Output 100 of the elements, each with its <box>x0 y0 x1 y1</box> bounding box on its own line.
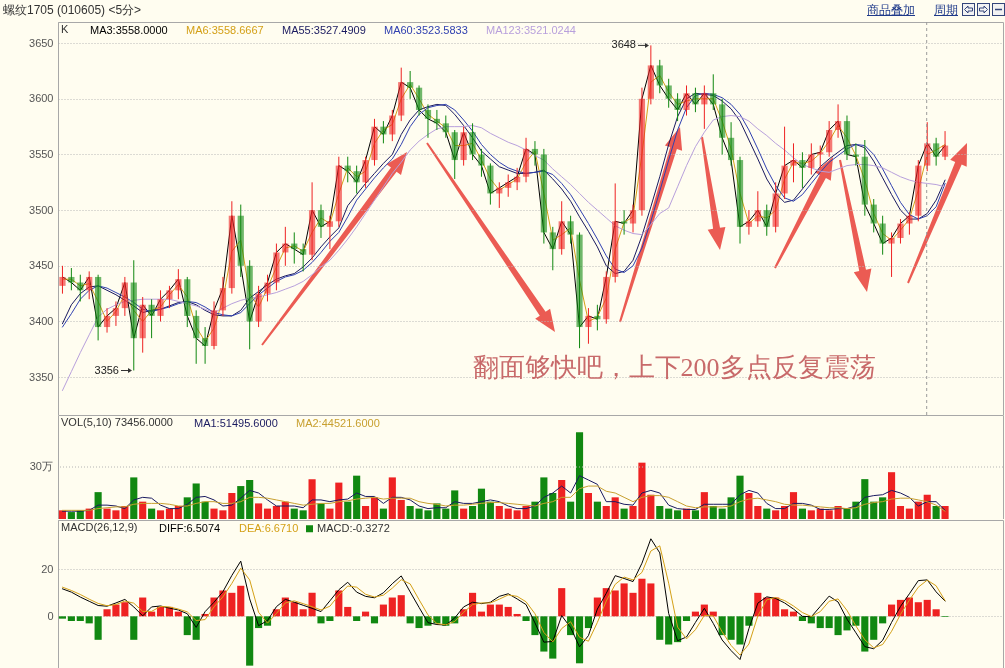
candlestick <box>95 274 102 341</box>
candlestick <box>852 142 860 167</box>
y-tick-label: 3450 <box>29 259 54 272</box>
candlestick <box>121 276 128 317</box>
candlestick <box>487 162 494 206</box>
bar <box>665 616 673 645</box>
bar <box>558 588 566 617</box>
bar <box>879 497 887 519</box>
candlestick <box>273 243 280 291</box>
text: MA123:3521.0244 <box>486 23 576 36</box>
bar <box>67 512 75 519</box>
candlestick <box>300 243 307 272</box>
candlestick <box>941 130 949 161</box>
candlestick <box>745 209 753 236</box>
line-series <box>61 115 946 392</box>
legend-title: VOL(5,10) 73456.0000 <box>61 416 173 428</box>
candlestick <box>264 274 271 302</box>
bar <box>130 477 138 519</box>
bar <box>549 616 557 659</box>
bar <box>754 506 762 519</box>
bar <box>923 599 931 617</box>
bar <box>255 503 263 519</box>
annotation: 3648 <box>611 38 636 51</box>
candlestick <box>317 204 325 239</box>
bar <box>932 609 940 617</box>
text: MA3:3558.0000 <box>90 23 168 36</box>
text: DEA:6.6710 <box>239 521 299 534</box>
bar <box>344 606 352 617</box>
bar <box>772 510 780 519</box>
candlestick <box>603 270 610 325</box>
candlestick <box>861 139 868 217</box>
candlestick <box>157 289 164 322</box>
candlestick <box>68 267 75 291</box>
bar <box>272 506 280 519</box>
bar <box>745 493 753 519</box>
candlestick <box>701 84 708 130</box>
candlestick <box>380 120 387 144</box>
candlestick <box>59 265 66 295</box>
bar <box>682 616 691 622</box>
candlestick <box>237 204 244 278</box>
bar <box>156 510 165 519</box>
bar <box>816 616 824 629</box>
bar <box>317 503 325 519</box>
candlestick <box>415 84 423 117</box>
text: MA60:3523.5833 <box>384 23 468 36</box>
candlestick <box>558 200 565 256</box>
bar <box>344 501 352 519</box>
candlestick <box>727 121 735 167</box>
bar <box>611 497 619 519</box>
bar <box>228 592 236 617</box>
bar <box>299 609 307 617</box>
bar <box>335 482 343 519</box>
bar <box>825 616 833 629</box>
candlestick <box>683 84 690 117</box>
y-tick-label: 3500 <box>29 203 54 216</box>
text: DIFF:6.5074 <box>159 521 221 534</box>
candlestick <box>549 226 556 271</box>
bar <box>326 508 334 519</box>
text: MA2:44521.6000 <box>296 416 380 429</box>
candlestick <box>665 78 672 109</box>
candlestick <box>505 174 512 198</box>
legend-title: K <box>61 23 69 35</box>
candlestick <box>790 142 797 183</box>
bar <box>807 510 815 519</box>
candlestick <box>210 300 218 350</box>
bar <box>718 508 726 519</box>
candlestick <box>808 142 815 176</box>
candlestick <box>103 307 111 334</box>
annotation: 3356 <box>94 363 119 376</box>
candlestick <box>736 156 744 245</box>
text: 商品叠加 <box>867 3 915 18</box>
bar <box>353 475 361 519</box>
candlestick <box>219 276 227 317</box>
bar <box>656 506 664 519</box>
candlestick <box>915 159 922 222</box>
bar <box>290 602 298 617</box>
y-tick-label: 0 <box>47 609 54 622</box>
bar <box>620 508 628 519</box>
bar <box>460 508 468 519</box>
candlestick <box>612 182 619 284</box>
bar <box>379 508 387 519</box>
y-tick-label: 20 <box>41 562 54 575</box>
bar <box>139 501 147 519</box>
candlestick <box>193 309 200 365</box>
y-tick-label: 3400 <box>29 314 54 327</box>
legend-label: MACD:-0.3272 <box>317 521 390 534</box>
bar <box>584 616 593 629</box>
candlestick <box>246 259 253 350</box>
bar <box>763 508 771 519</box>
candlestick <box>906 211 913 236</box>
bar <box>183 616 191 636</box>
bar <box>611 590 619 617</box>
bar <box>825 510 833 519</box>
candlestick <box>362 156 369 189</box>
bar <box>58 616 67 619</box>
bar <box>905 508 913 519</box>
bar <box>584 493 593 519</box>
candlestick <box>620 209 628 236</box>
bar <box>504 606 512 617</box>
bar <box>656 616 664 640</box>
